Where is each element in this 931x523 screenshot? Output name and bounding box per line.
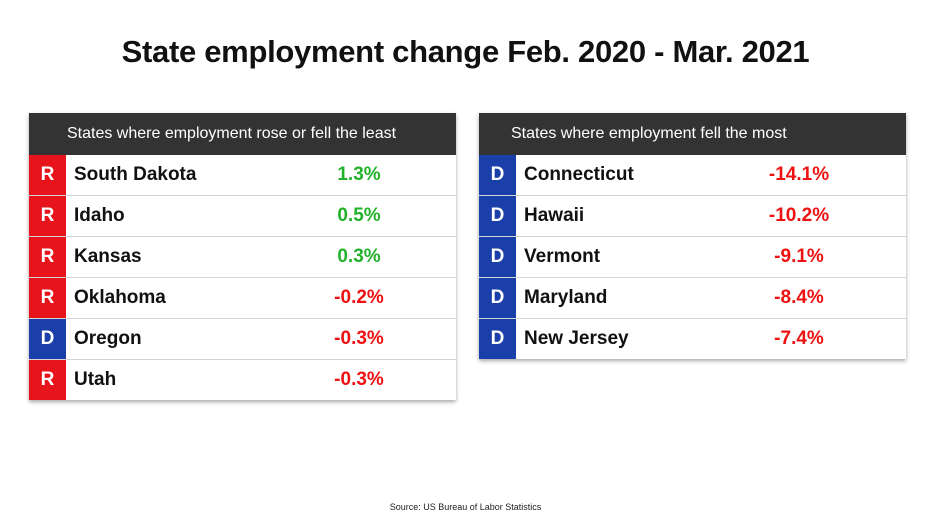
party-badge: R <box>29 155 66 195</box>
party-badge: R <box>29 196 66 236</box>
table-row: R Oklahoma -0.2% <box>29 278 456 319</box>
state-name: Oregon <box>74 328 142 349</box>
table-row: D Vermont -9.1% <box>479 237 906 278</box>
table-row: R Idaho 0.5% <box>29 196 456 237</box>
employment-change-value: -10.2% <box>768 205 830 226</box>
table-header: States where employment fell the most <box>479 113 906 155</box>
state-name: Vermont <box>524 246 601 267</box>
table-row: D New Jersey -7.4% <box>479 319 906 359</box>
party-badge: D <box>479 237 516 277</box>
party-badge: D <box>479 196 516 236</box>
table-row: R Kansas 0.3% <box>29 237 456 278</box>
state-name: New Jersey <box>524 328 629 349</box>
table-body: D Connecticut -14.1% D Hawaii -10.2% D Vermont -… <box>479 155 906 359</box>
party-badge: R <box>29 278 66 318</box>
table-row: D Hawaii -10.2% <box>479 196 906 237</box>
table-row: D Connecticut -14.1% <box>479 155 906 196</box>
party-badge: R <box>29 237 66 277</box>
employment-change-value: 0.3% <box>337 246 381 267</box>
source-note: Source: US Bureau of Labor Statistics <box>389 502 542 512</box>
employment-change-value: -0.3% <box>334 369 384 390</box>
employment-change-value: -9.1% <box>774 246 824 267</box>
table-body: R South Dakota 1.3% R Idaho 0.5% R Kansas 0.3% R O… <box>29 155 456 400</box>
party-badge: D <box>479 278 516 318</box>
table-row: D Oregon -0.3% <box>29 319 456 360</box>
employment-change-value: -0.3% <box>334 328 384 349</box>
party-badge: D <box>479 155 516 195</box>
state-name: Hawaii <box>524 205 585 226</box>
party-badge: D <box>29 319 66 359</box>
table-row: D Maryland -8.4% <box>479 278 906 319</box>
table-row: R South Dakota 1.3% <box>29 155 456 196</box>
state-name: Maryland <box>524 287 608 308</box>
party-badge: R <box>29 360 66 400</box>
employment-change-value: -7.4% <box>774 328 824 349</box>
table-header: States where employment rose or fell the… <box>29 113 456 155</box>
employment-change-value: -8.4% <box>774 287 824 308</box>
state-name: Connecticut <box>524 164 634 185</box>
employment-change-value: -14.1% <box>768 164 830 185</box>
state-name: Idaho <box>74 205 125 226</box>
state-name: South Dakota <box>74 164 197 185</box>
state-name: Oklahoma <box>74 287 166 308</box>
employment-change-value: 1.3% <box>337 164 381 185</box>
employment-change-value: -0.2% <box>334 287 384 308</box>
chart-title: State employment change Feb. 2020 - Mar.… <box>121 34 810 69</box>
table-rose-or-fell-least: States where employment rose or fell the… <box>29 113 456 400</box>
employment-change-value: 0.5% <box>337 205 381 226</box>
party-badge: D <box>479 319 516 359</box>
table-row: R Utah -0.3% <box>29 360 456 400</box>
state-name: Utah <box>74 369 117 390</box>
state-name: Kansas <box>74 246 142 267</box>
